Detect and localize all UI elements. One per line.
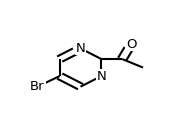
Text: Br: Br <box>30 80 45 93</box>
Text: N: N <box>76 42 85 55</box>
Text: O: O <box>126 38 136 51</box>
Text: N: N <box>97 70 106 83</box>
